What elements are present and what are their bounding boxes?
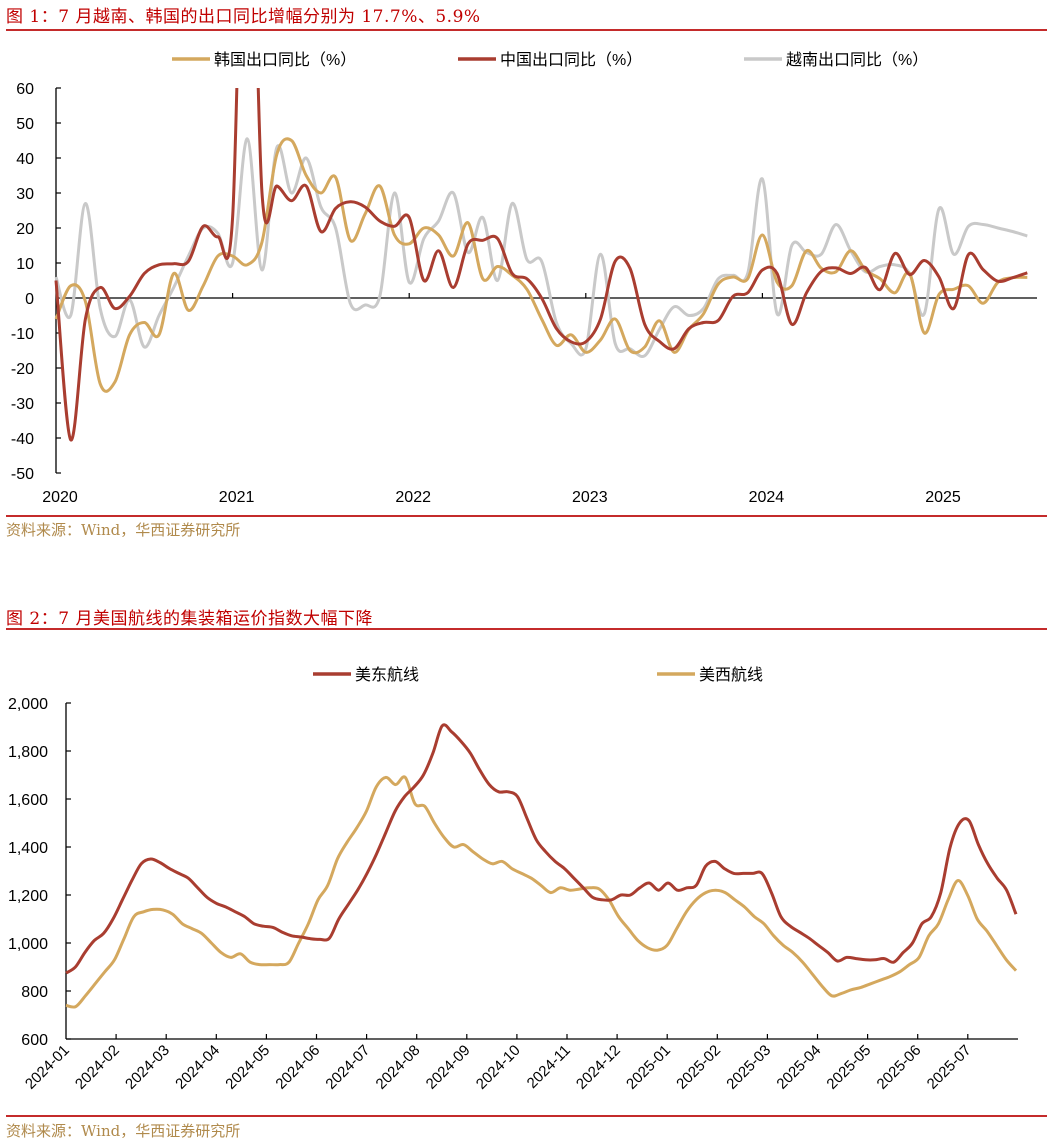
chart-2-axes: 2,0001,8001,6001,4001,2001,0008006002024… xyxy=(8,696,1018,1093)
figure-1-title: 图 1：7 月越南、韩国的出口同比增幅分别为 17.7%、5.9% xyxy=(6,7,481,27)
chart-2-x-tick-label: 2024-07 xyxy=(322,1042,373,1093)
figure-2-source: 资料来源：Wind，华西证券研究所 xyxy=(6,1122,241,1140)
chart-2-x-tick-label: 2024-04 xyxy=(172,1042,223,1093)
chart-1-y-tick-label: -50 xyxy=(11,466,34,483)
chart-2-x-tick-label: 2024-10 xyxy=(473,1042,524,1093)
chart-2-y-tick-label: 600 xyxy=(21,1032,48,1049)
chart-1-y-tick-label: 60 xyxy=(16,81,34,98)
chart-1-y-tick-label: 0 xyxy=(25,291,34,308)
chart-2-x-tick-label: 2024-06 xyxy=(272,1042,323,1093)
chart-2-y-tick-label: 2,000 xyxy=(8,696,48,713)
chart-2-y-tick-label: 1,800 xyxy=(8,744,48,761)
chart-2-x-tick-label: 2025-01 xyxy=(623,1042,674,1093)
figure-2-source-rule xyxy=(6,1115,1047,1117)
chart-1-x-tick-label: 2020 xyxy=(42,489,78,506)
chart-1-axes: 60 50 40 30 20 10 0 -10 -20 -30 -40 -50 2020 2021 2022… xyxy=(11,81,1037,506)
chart-1-series-line-1 xyxy=(54,88,1028,442)
figure-2-title-rule xyxy=(6,628,1047,630)
figure-1-source-rule xyxy=(6,515,1047,517)
chart-2-legend-label: 美东航线 xyxy=(355,666,419,684)
chart-2-x-tick-label: 2024-08 xyxy=(373,1042,424,1093)
chart-2-series-line-1 xyxy=(65,775,1018,1009)
chart-1-y-tick-label: 30 xyxy=(16,186,34,203)
chart-2-series xyxy=(65,723,1018,1009)
chart-1-x-tick-label: 2023 xyxy=(572,489,608,506)
chart-1-export-yoy: 韩国出口同比（%） 中国出口同比（%） 越南出口同比（%） 60 50 40 30 20 10… xyxy=(11,51,1037,506)
figure-1-title-rule xyxy=(6,29,1047,31)
chart-1-y-tick-label: -30 xyxy=(11,396,34,413)
chart-2-series-line-0 xyxy=(65,723,1018,975)
chart-1-series-line-0 xyxy=(54,137,1028,393)
chart-1-legend-label: 中国出口同比（%） xyxy=(500,51,642,69)
chart-1-y-tick-label: -10 xyxy=(11,326,34,343)
chart-2-x-tick-label: 2025-07 xyxy=(924,1042,975,1093)
chart-2-x-tick-label: 2025-05 xyxy=(823,1042,874,1093)
chart-2-legend: 美东航线 美西航线 xyxy=(313,666,763,684)
chart-2-y-tick-label: 1,400 xyxy=(8,840,48,857)
chart-2-x-tick-label: 2025-04 xyxy=(773,1042,824,1093)
chart-2-x-tick-label: 2024-03 xyxy=(122,1042,173,1093)
chart-2-y-tick-label: 1,200 xyxy=(8,888,48,905)
chart-2-x-tick-label: 2024-05 xyxy=(222,1042,273,1093)
chart-1-x-tick-label: 2024 xyxy=(749,489,785,506)
chart-2-x-tick-label: 2024-12 xyxy=(573,1042,624,1093)
chart-2-x-tick-label: 2025-06 xyxy=(874,1042,925,1093)
chart-1-x-tick-label: 2021 xyxy=(219,489,255,506)
chart-2-x-tick-label: 2024-01 xyxy=(22,1042,73,1093)
figure-2-title: 图 2：7 月美国航线的集装箱运价指数大幅下降 xyxy=(6,609,373,629)
chart-2-x-tick-label: 2024-02 xyxy=(72,1042,123,1093)
chart-1-y-tick-label: 40 xyxy=(16,151,34,168)
chart-1-legend-label: 韩国出口同比（%） xyxy=(214,51,356,69)
chart-2-x-tick-label: 2025-03 xyxy=(723,1042,774,1093)
chart-1-legend-label: 越南出口同比（%） xyxy=(786,51,928,69)
chart-1-y-tick-label: 10 xyxy=(16,256,34,273)
chart-2-y-tick-label: 1,000 xyxy=(8,936,48,953)
chart-1-y-tick-label: 20 xyxy=(16,221,34,238)
chart-1-series xyxy=(54,88,1028,442)
chart-2-legend-label: 美西航线 xyxy=(699,666,763,684)
chart-1-x-tick-label: 2025 xyxy=(925,489,961,506)
chart-1-legend: 韩国出口同比（%） 中国出口同比（%） 越南出口同比（%） xyxy=(172,51,928,69)
chart-2-x-tick-label: 2025-02 xyxy=(673,1042,724,1093)
chart-1-y-tick-label: -40 xyxy=(11,431,34,448)
chart-2-y-tick-label: 1,600 xyxy=(8,792,48,809)
figure-1-source: 资料来源：Wind，华西证券研究所 xyxy=(6,521,241,539)
chart-1-x-tick-label: 2022 xyxy=(395,489,431,506)
chart-2-x-tick-label: 2024-11 xyxy=(524,1042,574,1092)
chart-2-x-tick-label: 2024-09 xyxy=(423,1042,474,1093)
chart-1-y-tick-label: -20 xyxy=(11,361,34,378)
chart-2-y-tick-label: 800 xyxy=(21,984,48,1001)
chart-1-y-tick-label: 50 xyxy=(16,116,34,133)
